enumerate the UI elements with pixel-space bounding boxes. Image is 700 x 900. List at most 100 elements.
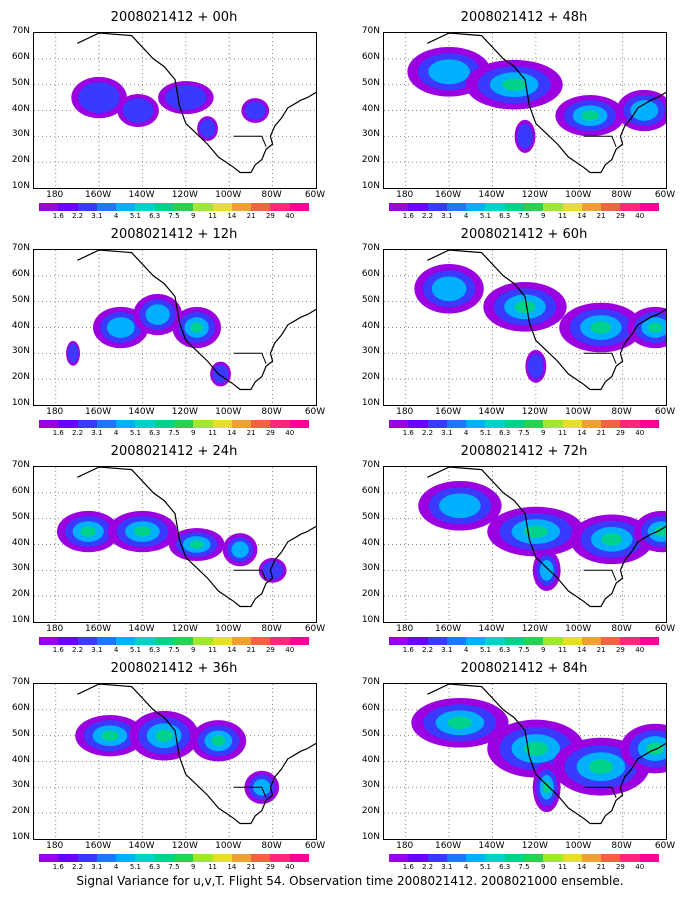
colorbar-label: 4 bbox=[113, 646, 119, 654]
colorbar-label: 11 bbox=[208, 429, 218, 437]
longitude-label: 140W bbox=[478, 841, 505, 851]
coastline bbox=[233, 569, 267, 581]
colorbar-swatch bbox=[389, 854, 409, 862]
longitude-label: 140W bbox=[128, 841, 155, 851]
colorbar bbox=[39, 854, 309, 862]
colorbar-swatch bbox=[620, 203, 640, 211]
colorbar-swatch bbox=[427, 420, 447, 428]
variance-contour bbox=[231, 541, 249, 558]
longitude-label: 100W bbox=[215, 624, 242, 634]
colorbar-swatch bbox=[116, 203, 136, 211]
colorbar-swatch bbox=[543, 854, 563, 862]
colorbar-label: 14 bbox=[577, 429, 587, 437]
longitude-label: 80W bbox=[261, 624, 282, 634]
colorbar-swatch bbox=[231, 854, 252, 862]
colorbar-label: 14 bbox=[577, 863, 587, 871]
colorbar-swatch bbox=[77, 854, 97, 862]
colorbar-label: 6.3 bbox=[149, 863, 161, 871]
latitude-label: 70N bbox=[361, 243, 380, 253]
coastline bbox=[427, 467, 666, 608]
colorbar-swatch bbox=[562, 203, 582, 211]
longitude-label: 180 bbox=[396, 407, 414, 417]
colorbar-swatch bbox=[96, 420, 117, 428]
latitude-label: 50N bbox=[361, 511, 380, 522]
colorbar-label: 6.3 bbox=[499, 646, 511, 654]
variance-contour bbox=[517, 123, 533, 149]
colorbar-swatch bbox=[408, 203, 428, 211]
longitude-label: 120W bbox=[171, 841, 198, 851]
longitude-label: 140W bbox=[128, 407, 155, 417]
colorbar-label: 21 bbox=[596, 429, 606, 437]
colorbar-swatch bbox=[135, 203, 155, 211]
colorbar-label: 6.3 bbox=[149, 646, 161, 654]
coastline bbox=[427, 684, 666, 825]
latitude-label: 50N bbox=[11, 728, 30, 739]
colorbar-label: 21 bbox=[246, 863, 256, 871]
variance-field bbox=[384, 467, 666, 622]
colorbar-label: 4 bbox=[463, 212, 469, 220]
longitude-label: 100W bbox=[215, 407, 242, 417]
longitude-label: 160W bbox=[85, 190, 112, 200]
colorbar-label: 11 bbox=[558, 646, 568, 654]
colorbar-swatch bbox=[504, 420, 524, 428]
colorbar-swatch bbox=[173, 854, 194, 862]
latitude-label: 20N bbox=[11, 806, 30, 817]
coastline bbox=[427, 250, 666, 391]
colorbar bbox=[39, 637, 309, 645]
latitude-label: 70N bbox=[11, 26, 30, 36]
colorbar-label: 3.1 bbox=[441, 646, 453, 654]
colorbar-label: 6.3 bbox=[499, 429, 511, 437]
colorbar-label: 3.1 bbox=[91, 646, 103, 654]
colorbar-label: 9 bbox=[191, 863, 196, 871]
variance-contour bbox=[428, 59, 470, 85]
colorbar-label: 5.1 bbox=[129, 863, 141, 871]
latitude-label: 10N bbox=[11, 181, 30, 191]
latitude-label: 10N bbox=[11, 615, 30, 625]
colorbar-swatch bbox=[96, 854, 117, 862]
colorbar-label: 6.3 bbox=[499, 863, 511, 871]
colorbar-swatch bbox=[154, 637, 174, 645]
colorbar-label: 40 bbox=[285, 646, 295, 654]
variance-field bbox=[34, 250, 316, 405]
colorbar-swatch bbox=[562, 637, 582, 645]
colorbar-swatch bbox=[270, 854, 290, 862]
variance-contour bbox=[145, 304, 170, 325]
colorbar-swatch bbox=[154, 203, 174, 211]
colorbar-swatch bbox=[408, 854, 428, 862]
variance-field bbox=[34, 33, 316, 188]
map-panel bbox=[383, 249, 667, 406]
colorbar-label: 7.5 bbox=[518, 212, 530, 220]
variance-field bbox=[384, 684, 666, 839]
longitude-label: 160W bbox=[85, 841, 112, 851]
longitude-label: 120W bbox=[521, 841, 548, 851]
longitude-label: 180 bbox=[396, 841, 414, 851]
colorbar-label: 4 bbox=[113, 863, 119, 871]
colorbar-swatch bbox=[251, 854, 271, 862]
colorbar-swatch bbox=[562, 854, 582, 862]
colorbar-label: 2.2 bbox=[421, 646, 434, 654]
longitude-label: 120W bbox=[171, 624, 198, 634]
colorbar-label: 7.5 bbox=[168, 863, 180, 871]
latitude-label: 60N bbox=[11, 268, 30, 279]
latitude-label: 50N bbox=[361, 294, 380, 305]
variance-contour bbox=[439, 493, 481, 519]
coastline bbox=[583, 135, 617, 147]
longitude-label: 160W bbox=[435, 841, 462, 851]
variance-contour bbox=[211, 735, 226, 746]
colorbar-swatch bbox=[212, 203, 232, 211]
latitude-label: 40N bbox=[11, 537, 30, 548]
latitude-label: 20N bbox=[11, 155, 30, 166]
longitude-label: 120W bbox=[521, 190, 548, 200]
colorbar-label: 29 bbox=[265, 429, 275, 437]
colorbar-swatch bbox=[639, 854, 659, 862]
colorbar-swatch bbox=[543, 420, 563, 428]
variance-contour bbox=[199, 119, 216, 138]
latitude-label: 30N bbox=[11, 346, 30, 357]
colorbar bbox=[389, 420, 659, 428]
colorbar-swatch bbox=[173, 203, 194, 211]
colorbar-label: 3.1 bbox=[91, 212, 103, 220]
colorbar-label: 40 bbox=[635, 429, 645, 437]
variance-contour bbox=[155, 729, 173, 742]
longitude-label: 180 bbox=[46, 407, 64, 417]
latitude-label: 10N bbox=[11, 832, 30, 842]
